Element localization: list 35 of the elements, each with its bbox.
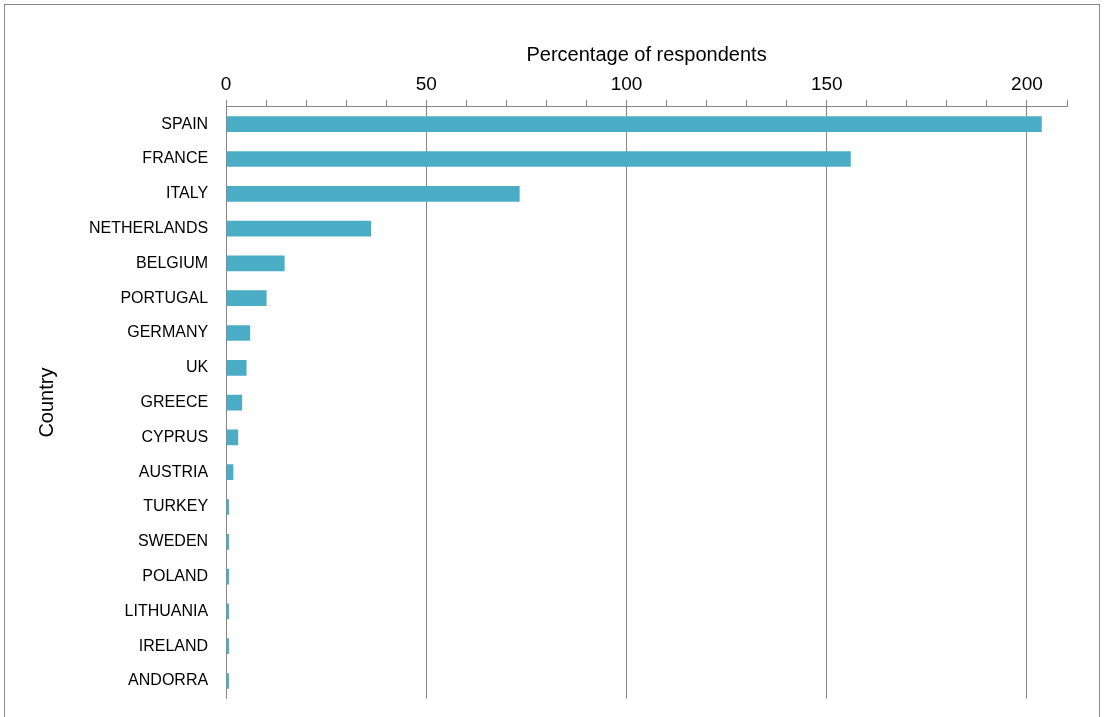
bar [226,255,285,272]
y-tick-label: TURKEY [143,497,209,515]
y-axis-title: Country [34,367,57,438]
x-tick-label: 200 [1011,72,1043,94]
x-tick-label: 150 [810,72,843,94]
bar [226,151,851,167]
bar [226,429,239,446]
bar [226,359,247,376]
x-tick-label: 50 [415,72,437,94]
y-tick-label: NETHERLANDS [88,219,209,237]
y-tick-label: CYPRUS [141,427,209,445]
y-tick-label: AUSTRIA [138,462,209,480]
y-tick-label: SPAIN [161,114,209,132]
bar [226,464,234,481]
y-tick-label: FRANCE [142,149,209,167]
y-tick-label: POLAND [142,567,209,585]
y-tick-label: IRELAND [138,636,209,654]
y-tick-label: LITHUANIA [124,601,209,619]
bar [226,394,243,411]
y-tick-label: ITALY [166,184,209,202]
bar [226,185,520,202]
y-tick-label: UK [185,358,209,376]
x-tick-label: 100 [610,72,643,94]
bar [226,290,267,307]
bar [226,325,251,341]
bar [226,116,1042,133]
y-tick-label: GREECE [140,393,209,411]
x-axis-title: Percentage of respondents [526,42,767,65]
y-tick-label: GERMANY [127,323,209,341]
y-tick-label: SWEDEN [137,532,209,550]
y-tick-label: BELGIUM [136,253,209,271]
y-tick-label: ANDORRA [128,671,209,689]
x-tick-label: 0 [220,72,232,94]
bar [226,220,372,237]
y-tick-label: PORTUGAL [120,288,209,306]
